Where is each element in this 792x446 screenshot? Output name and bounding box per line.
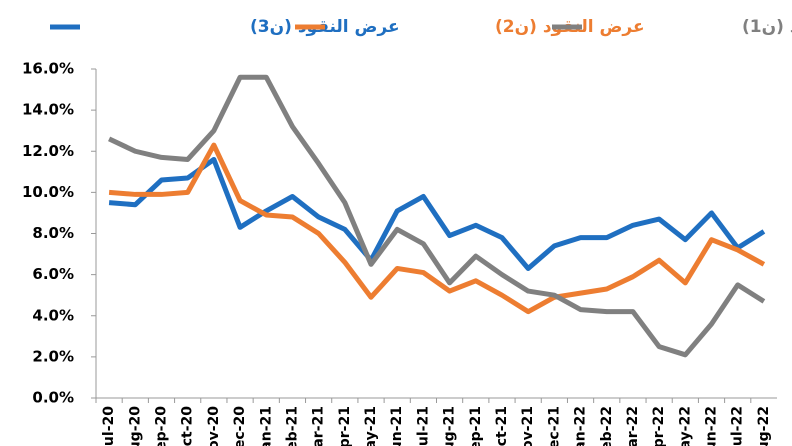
x-tick-label: Sep-21: [468, 406, 484, 446]
y-tick-label: 14.0%: [22, 101, 74, 119]
series-line: [108, 74, 766, 358]
y-tick-label: 4.0%: [32, 306, 74, 324]
x-tick-label: Sep-20: [153, 406, 169, 446]
x-tick-label: Apr-21: [337, 406, 353, 446]
y-tick-label: 12.0%: [22, 142, 74, 160]
x-tick-label: May-22: [677, 406, 693, 446]
x-tick-label: Nov-20: [206, 406, 222, 446]
x-tick-label: Apr-22: [651, 406, 667, 446]
series-line: [108, 156, 766, 271]
x-tick-label: Aug-20: [127, 406, 143, 446]
y-tick-label: 10.0%: [22, 183, 74, 201]
y-tick-label: 16.0%: [22, 60, 74, 78]
x-tick-label: Oct-20: [180, 406, 196, 446]
x-tick-label: Jan-21: [258, 406, 274, 446]
x-tick-label: Feb-21: [284, 406, 300, 446]
x-tick-label: Jan-22: [573, 406, 589, 446]
x-tick-label: Dec-20: [232, 406, 248, 446]
y-tick-label: 2.0%: [32, 347, 74, 365]
x-tick-label: Jul-20: [101, 406, 117, 446]
x-tick-label: Jun-22: [704, 406, 720, 446]
x-tick-label: Oct-21: [494, 406, 510, 446]
x-tick-label: Nov-21: [520, 406, 536, 446]
legend-label: عرض النقود (ن1): [742, 17, 792, 37]
x-tick-label: May-21: [363, 406, 379, 446]
x-tick-label: Mar-22: [625, 406, 641, 446]
y-tick-label: 0.0%: [32, 389, 74, 407]
x-tick-label: Jun-21: [389, 406, 405, 446]
x-tick-label: Jul-21: [415, 406, 431, 446]
x-tick-label: Aug-22: [756, 406, 772, 446]
x-tick-label: Aug-21: [442, 406, 458, 446]
x-tick-label: Dec-21: [546, 406, 562, 446]
series-line: [108, 142, 766, 315]
y-tick-label: 8.0%: [32, 224, 74, 242]
x-tick-label: Mar-21: [311, 406, 327, 446]
y-tick-label: 6.0%: [32, 265, 74, 283]
x-tick-label: Feb-22: [599, 406, 615, 446]
x-tick-label: Jul-22: [730, 406, 746, 446]
